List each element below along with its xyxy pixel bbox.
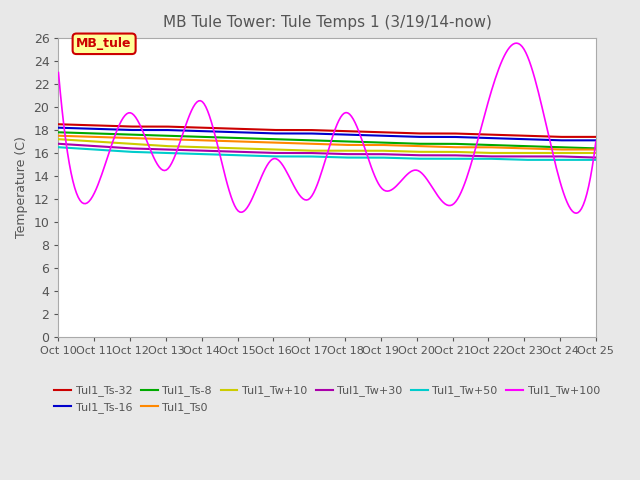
Y-axis label: Temperature (C): Temperature (C) bbox=[15, 136, 28, 239]
Title: MB Tule Tower: Tule Temps 1 (3/19/14-now): MB Tule Tower: Tule Temps 1 (3/19/14-now… bbox=[163, 15, 492, 30]
Legend: Tul1_Ts-32, Tul1_Ts-16, Tul1_Ts-8, Tul1_Ts0, Tul1_Tw+10, Tul1_Tw+30, Tul1_Tw+50,: Tul1_Ts-32, Tul1_Ts-16, Tul1_Ts-8, Tul1_… bbox=[50, 381, 604, 418]
Text: MB_tule: MB_tule bbox=[76, 37, 132, 50]
